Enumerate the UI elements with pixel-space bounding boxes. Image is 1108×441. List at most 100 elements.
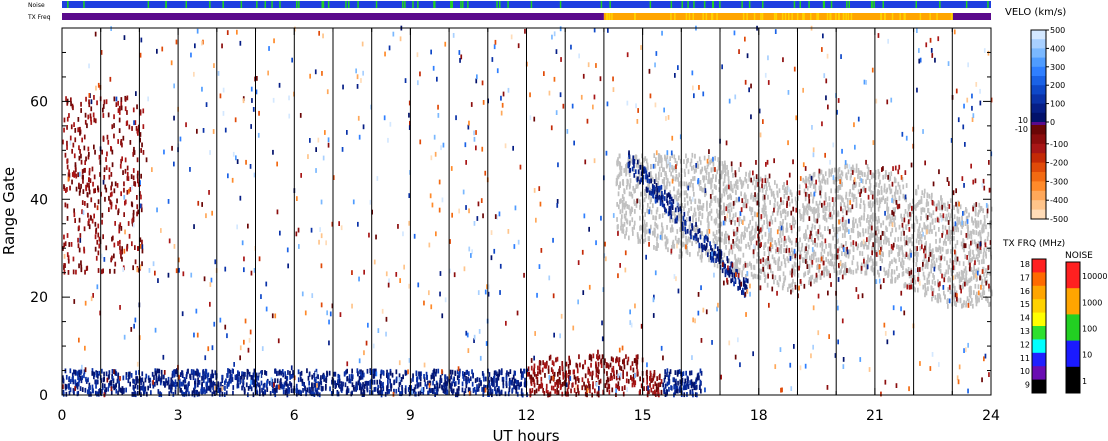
txfreq-status-mark (674, 13, 676, 20)
echo-cell (698, 385, 701, 390)
echo-cell (961, 275, 964, 281)
echo-cell (765, 162, 767, 167)
echo-cell (869, 233, 872, 238)
echo-cell (115, 371, 118, 376)
echo-cell (640, 191, 642, 197)
echo-cell (898, 251, 901, 257)
echo-cell (831, 224, 834, 229)
echo-cell (805, 178, 808, 184)
echo-cell (836, 254, 839, 260)
echo-cell (870, 233, 873, 238)
echo-cell (349, 378, 352, 384)
echo-cell (783, 259, 786, 265)
echo-cell (584, 391, 587, 397)
echo-cell (677, 207, 680, 213)
echo-cell (136, 173, 139, 179)
echo-cell (808, 277, 811, 282)
echo-cell (300, 390, 302, 396)
echo-cell (932, 248, 934, 254)
echo-cell (442, 388, 445, 393)
echo-cell (356, 368, 359, 374)
echo-cell (936, 297, 939, 303)
echo-cell (530, 365, 533, 371)
echo-cell (911, 241, 913, 247)
echo-cell (804, 271, 807, 277)
echo-cell (276, 384, 278, 390)
echo-cell (141, 248, 144, 254)
echo-cell (118, 224, 121, 230)
echo-cell (800, 253, 802, 259)
echo-cell (204, 368, 207, 374)
echo-cell (863, 215, 865, 221)
echo-cell (973, 263, 975, 269)
echo-cell (205, 381, 208, 387)
echo-cell (96, 379, 99, 385)
echo-cell (911, 206, 913, 211)
echo-cell (550, 375, 553, 381)
echo-cell (620, 366, 623, 371)
echo-cell (269, 391, 272, 396)
echo-cell (715, 229, 718, 235)
echo-cell (444, 382, 446, 388)
echo-cell (751, 216, 754, 221)
echo-cell (116, 378, 119, 384)
echo-cell (724, 233, 726, 239)
echo-cell (734, 263, 736, 269)
echo-cell (211, 382, 214, 388)
echo-cell (357, 371, 359, 377)
echo-cell (734, 212, 737, 218)
echo-cell (852, 269, 855, 275)
echo-cell (790, 240, 793, 246)
echo-cell (627, 356, 630, 362)
echo-cell (496, 377, 498, 383)
echo-cell (709, 211, 711, 216)
echo-cell (623, 196, 625, 202)
echo-cell (695, 384, 698, 390)
echo-cell (893, 269, 896, 275)
echo-cell (972, 249, 974, 255)
echo-cell (108, 382, 110, 388)
echo-cell (764, 178, 767, 183)
echo-cell (704, 184, 706, 189)
echo-cell (360, 375, 362, 380)
echo-cell (656, 193, 658, 198)
echo-cell (961, 303, 963, 309)
echo-cell (636, 364, 638, 370)
echo-cell (206, 381, 208, 387)
echo-cell (134, 259, 137, 265)
echo-cell (763, 184, 766, 190)
echo-cell (871, 212, 874, 218)
echo-cell (897, 244, 900, 250)
echo-cell (878, 190, 881, 195)
echo-cell (834, 244, 836, 249)
echo-cell (862, 200, 865, 206)
echo-cell (288, 389, 290, 394)
echo-cell (662, 167, 664, 172)
echo-cell (839, 173, 841, 179)
echo-cell (955, 224, 958, 230)
echo-cell (690, 379, 693, 385)
echo-cell (544, 373, 546, 378)
echo-cell (710, 184, 712, 190)
echo-cell (942, 213, 945, 219)
echo-cell (877, 189, 879, 194)
echo-cell (161, 374, 163, 380)
echo-cell (813, 217, 815, 222)
echo-cell (756, 200, 759, 206)
echo-cell (828, 229, 831, 234)
echo-cell (155, 378, 158, 383)
echo-cell (704, 165, 706, 171)
echo-cell (730, 219, 733, 225)
echo-cell (915, 238, 918, 244)
echo-cell (792, 159, 794, 165)
echo-cell (508, 381, 511, 386)
echo-cell (82, 189, 85, 194)
noise-status-mark (327, 1, 330, 8)
echo-cell (703, 155, 706, 161)
echo-cell (94, 390, 97, 396)
noise-status-mark (322, 1, 325, 8)
echo-cell (710, 167, 713, 173)
echo-cell (607, 363, 609, 368)
echo-cell (955, 256, 958, 261)
echo-cell (773, 257, 776, 263)
